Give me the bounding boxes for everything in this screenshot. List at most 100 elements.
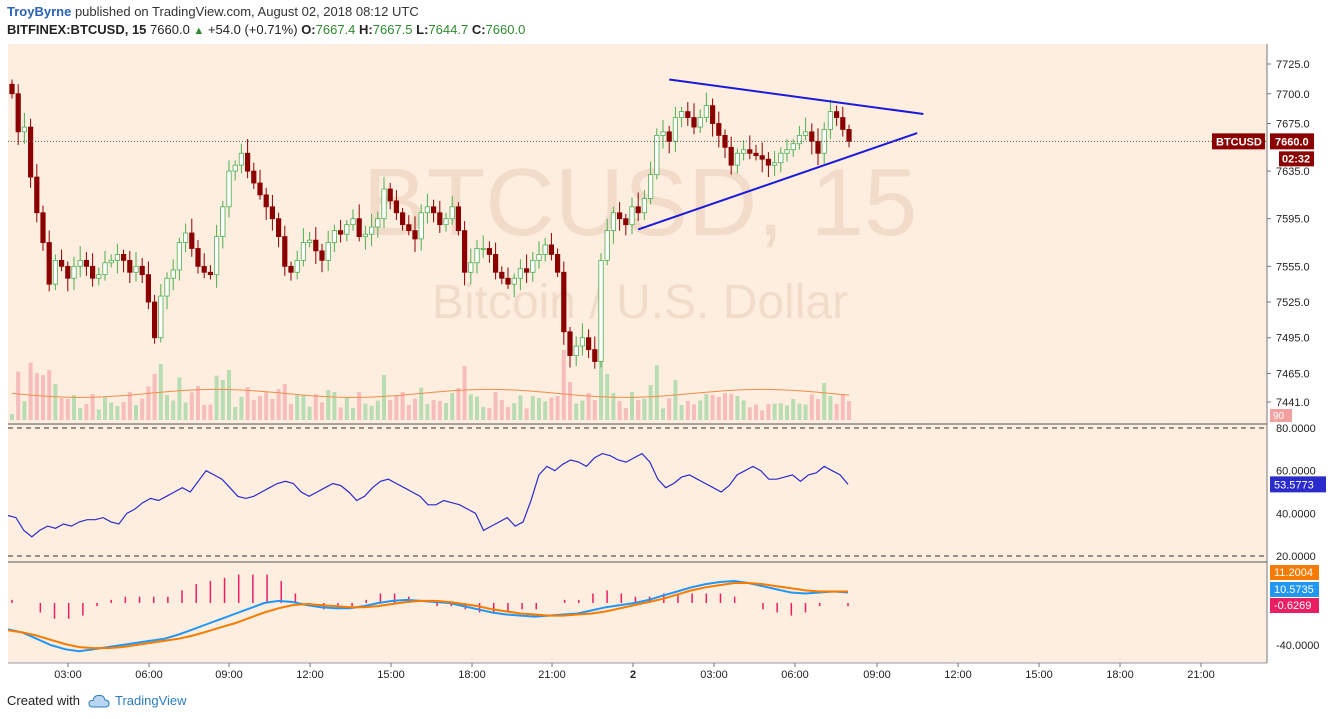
- volume-bar: [351, 408, 355, 420]
- candle-body: [747, 149, 753, 154]
- volume-bar: [679, 405, 684, 420]
- symbol-box: [1212, 133, 1265, 150]
- volume-bar: [840, 394, 845, 420]
- price-tick-label: 7595.0: [1276, 214, 1310, 226]
- volume-bar: [506, 407, 510, 420]
- volume-bar: [53, 384, 58, 420]
- candle-body: [461, 230, 468, 273]
- candle-body: [579, 337, 586, 347]
- rsi-value-label: 53.5773: [1274, 479, 1314, 491]
- trendline-upper: [669, 78, 924, 115]
- candle-body: [586, 337, 592, 351]
- candle-body: [294, 259, 300, 273]
- volume-bar: [754, 404, 758, 420]
- candle-body: [536, 254, 542, 261]
- candle-body: [480, 248, 486, 250]
- candle-body: [511, 277, 517, 285]
- candle-body: [59, 259, 65, 267]
- candle-body: [424, 206, 431, 214]
- time-tick-label: 2: [630, 669, 636, 681]
- volume-bar: [177, 377, 182, 420]
- volume-bar: [47, 370, 52, 420]
- volume-bar: [611, 393, 616, 420]
- volume-bar: [90, 394, 95, 420]
- candle-body: [778, 152, 784, 164]
- watermark-symbol: BTCUSD, 15: [363, 149, 918, 256]
- candle-body: [282, 236, 288, 267]
- candle-body: [629, 206, 635, 226]
- volume-bar: [59, 398, 64, 420]
- low-value: 7644.7: [428, 22, 469, 37]
- volume-bar: [692, 404, 696, 420]
- volume-bar: [747, 407, 752, 420]
- candle-body: [486, 248, 493, 255]
- candle-body: [319, 250, 325, 261]
- volume-bar: [394, 396, 399, 420]
- candle-body: [393, 200, 400, 214]
- volume-bar: [72, 395, 76, 420]
- candle-body: [648, 174, 654, 199]
- volume-bar: [673, 380, 678, 420]
- volume-bar: [109, 402, 114, 420]
- volume-bar: [716, 397, 721, 420]
- candle-body: [728, 146, 734, 166]
- symbol-box-label: BTCUSD: [1216, 136, 1262, 148]
- candle-body: [158, 295, 164, 339]
- volume-bar: [592, 400, 597, 420]
- candle-body: [207, 271, 213, 276]
- volume-bar: [772, 403, 777, 420]
- volume-bar: [710, 395, 715, 420]
- volume-bar: [667, 398, 672, 420]
- volume-bar: [425, 404, 430, 420]
- candle-body: [90, 265, 96, 279]
- volume-bar: [146, 386, 151, 420]
- candle-body: [542, 244, 548, 255]
- volume-bar: [419, 387, 424, 420]
- candle-body: [685, 111, 691, 118]
- tradingview-brand[interactable]: TradingView: [88, 693, 187, 708]
- volume-bar: [171, 400, 176, 420]
- volume-bar: [289, 404, 293, 420]
- candle-body: [195, 248, 201, 267]
- candle-body: [809, 131, 815, 142]
- up-arrow-icon: ▲: [193, 25, 205, 37]
- volume-ma-line: [11, 388, 850, 398]
- price-tick-label: 7525.0: [1276, 297, 1310, 309]
- volume-bar: [760, 410, 765, 420]
- candle-body: [300, 242, 307, 261]
- close-label: C:: [471, 22, 486, 37]
- volume-bar: [251, 400, 256, 420]
- volume-bar: [648, 385, 653, 420]
- candle-body: [40, 212, 46, 243]
- candle-body: [635, 206, 641, 214]
- volume-bar: [28, 362, 33, 420]
- author-name[interactable]: TroyByrne: [7, 4, 72, 19]
- volume-bar: [797, 403, 802, 420]
- volume-bar: [524, 408, 529, 420]
- volume-bar: [580, 400, 585, 420]
- candle-body: [741, 149, 747, 154]
- low-label: L:: [416, 22, 429, 37]
- volume-bar: [723, 393, 727, 420]
- time-tick-label: 09:00: [863, 669, 891, 681]
- candle-body: [368, 226, 375, 235]
- candle-body: [176, 242, 182, 271]
- price-tick-label: 7555.0: [1276, 261, 1310, 273]
- candle-body: [114, 254, 120, 261]
- candle-body: [548, 244, 555, 255]
- rsi-line: [7, 452, 849, 538]
- time-tick-label: 21:00: [1187, 669, 1215, 681]
- volume-bar: [462, 366, 467, 420]
- time-tick-label: 03:00: [54, 669, 82, 681]
- time-tick-label: 18:00: [458, 669, 486, 681]
- volume-bar: [785, 405, 789, 420]
- candle-body: [418, 212, 424, 240]
- rsi-axis-label: 40.0000: [1276, 508, 1316, 520]
- candle-body: [238, 152, 244, 166]
- candle-body: [765, 158, 772, 166]
- candle-body: [654, 135, 660, 176]
- last-price: 7660.0: [150, 22, 190, 37]
- volume-bar: [301, 395, 306, 420]
- candle-body: [679, 111, 685, 118]
